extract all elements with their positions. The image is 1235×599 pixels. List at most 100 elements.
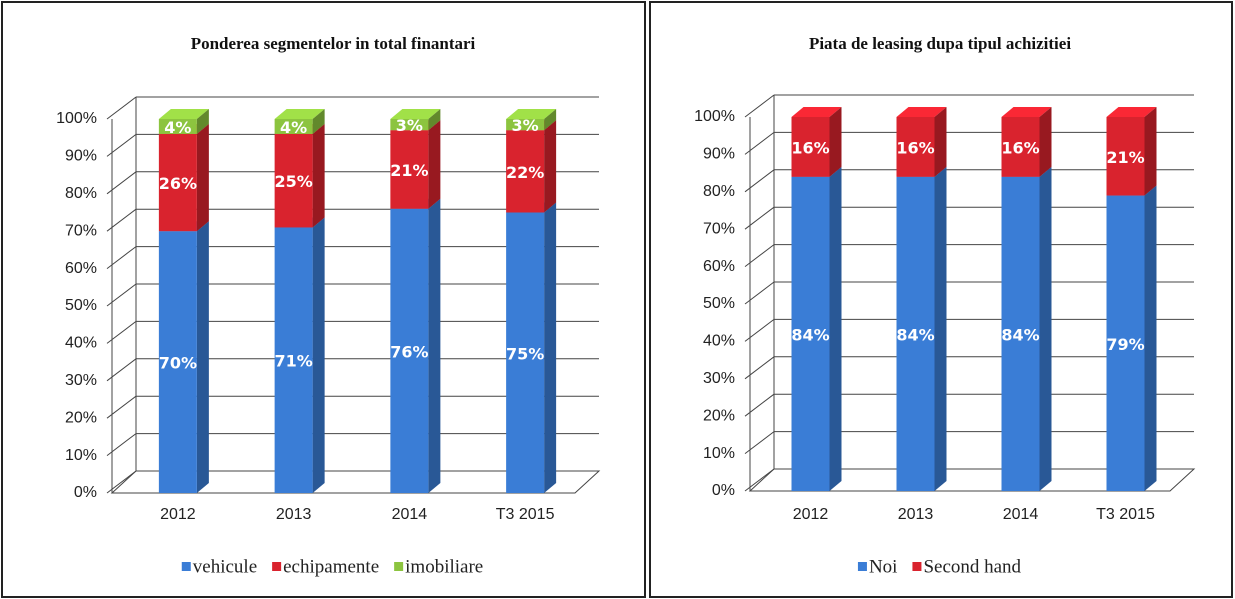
bar-top bbox=[896, 107, 947, 117]
bar-top bbox=[506, 109, 557, 119]
bar-side bbox=[312, 123, 325, 228]
y-tick-label: 40% bbox=[65, 335, 97, 352]
bar-side bbox=[544, 109, 557, 131]
x-tick-label: 2012 bbox=[793, 506, 829, 523]
value-label: 76% bbox=[390, 342, 428, 361]
tick-mark bbox=[106, 358, 137, 382]
x-tick-label: 2012 bbox=[160, 506, 196, 523]
y-tick-label: 60% bbox=[703, 258, 735, 275]
bar bbox=[158, 119, 197, 134]
bar bbox=[390, 119, 429, 131]
bar-side bbox=[196, 123, 209, 232]
bar-top bbox=[1106, 107, 1157, 117]
tick-mark bbox=[106, 171, 137, 195]
value-label: 79% bbox=[1106, 335, 1144, 354]
value-label: 16% bbox=[896, 138, 934, 157]
bar-side bbox=[428, 120, 441, 209]
tick-mark bbox=[744, 132, 775, 155]
bar bbox=[896, 117, 935, 177]
bar-side bbox=[428, 109, 441, 131]
legend-label: imobiliare bbox=[405, 556, 483, 577]
bar bbox=[791, 117, 830, 177]
bar-side bbox=[1144, 185, 1157, 492]
tick-mark bbox=[106, 134, 137, 157]
tick-mark bbox=[744, 94, 775, 118]
value-label: 16% bbox=[791, 138, 829, 157]
y-tick-label: 40% bbox=[703, 333, 735, 350]
tick-mark bbox=[744, 206, 775, 230]
bar-top bbox=[1001, 107, 1052, 117]
bar bbox=[158, 133, 197, 232]
value-label: 75% bbox=[506, 344, 544, 363]
tick-mark bbox=[744, 281, 775, 305]
bar bbox=[1001, 117, 1040, 177]
bar-side bbox=[1039, 166, 1052, 491]
bar bbox=[1106, 117, 1145, 196]
value-label: 84% bbox=[1001, 325, 1039, 344]
tick-mark bbox=[106, 395, 137, 419]
y-tick-label: 50% bbox=[703, 295, 735, 312]
bar-side bbox=[829, 107, 842, 177]
bar-side bbox=[829, 166, 842, 491]
bar-side bbox=[1144, 107, 1157, 196]
bar bbox=[158, 231, 197, 493]
tick-mark bbox=[744, 393, 775, 417]
tick-mark bbox=[106, 321, 137, 344]
bar-side bbox=[1039, 107, 1052, 177]
tick-mark bbox=[106, 208, 137, 232]
tick-mark bbox=[744, 244, 775, 267]
value-label: 84% bbox=[791, 325, 829, 344]
panel-border bbox=[649, 1, 1233, 598]
value-label: 4% bbox=[164, 118, 191, 137]
bar bbox=[791, 176, 830, 491]
bar-side bbox=[312, 217, 325, 493]
bar-side bbox=[428, 198, 441, 493]
bar bbox=[506, 119, 545, 131]
bar bbox=[506, 212, 545, 493]
tick-mark bbox=[106, 470, 137, 494]
tick-mark bbox=[744, 431, 775, 454]
bar bbox=[1001, 176, 1040, 491]
bar-side bbox=[934, 166, 947, 491]
bar bbox=[390, 208, 429, 493]
x-tick-label: T3 2015 bbox=[496, 506, 555, 523]
legend-swatch bbox=[272, 562, 282, 571]
y-tick-label: 100% bbox=[694, 108, 735, 125]
value-label: 22% bbox=[506, 163, 544, 182]
bar-side bbox=[934, 107, 947, 177]
legend-swatch bbox=[394, 562, 404, 571]
value-label: 26% bbox=[159, 174, 197, 193]
value-label: 21% bbox=[390, 161, 428, 180]
bar bbox=[1106, 195, 1145, 492]
bar bbox=[274, 119, 313, 134]
chart-title: Ponderea segmentelor in total finantari bbox=[191, 34, 476, 53]
y-tick-label: 90% bbox=[703, 146, 735, 163]
y-tick-label: 20% bbox=[703, 407, 735, 424]
bar-side bbox=[544, 120, 557, 213]
tick-mark bbox=[106, 96, 137, 120]
y-tick-label: 80% bbox=[65, 185, 97, 202]
x-tick-label: 2013 bbox=[898, 506, 934, 523]
tick-mark bbox=[744, 319, 775, 342]
y-tick-label: 100% bbox=[56, 110, 97, 127]
legend-label: Second hand bbox=[923, 556, 1021, 577]
legend-label: Noi bbox=[869, 556, 898, 577]
y-tick-label: 0% bbox=[74, 484, 97, 501]
y-tick-label: 80% bbox=[703, 183, 735, 200]
bar bbox=[274, 133, 313, 228]
bar-top bbox=[274, 109, 325, 119]
y-tick-label: 0% bbox=[712, 482, 735, 499]
bar-top bbox=[390, 109, 441, 119]
bar-top bbox=[158, 109, 209, 119]
bar-side bbox=[196, 109, 209, 134]
y-tick-label: 10% bbox=[703, 445, 735, 462]
tick-mark bbox=[744, 169, 775, 193]
x-tick-label: 2013 bbox=[276, 506, 312, 523]
bar-top bbox=[791, 107, 842, 117]
value-label: 25% bbox=[274, 172, 312, 191]
bar bbox=[896, 176, 935, 491]
bar-side bbox=[544, 202, 557, 493]
bar bbox=[390, 130, 429, 209]
value-label: 3% bbox=[512, 116, 539, 135]
